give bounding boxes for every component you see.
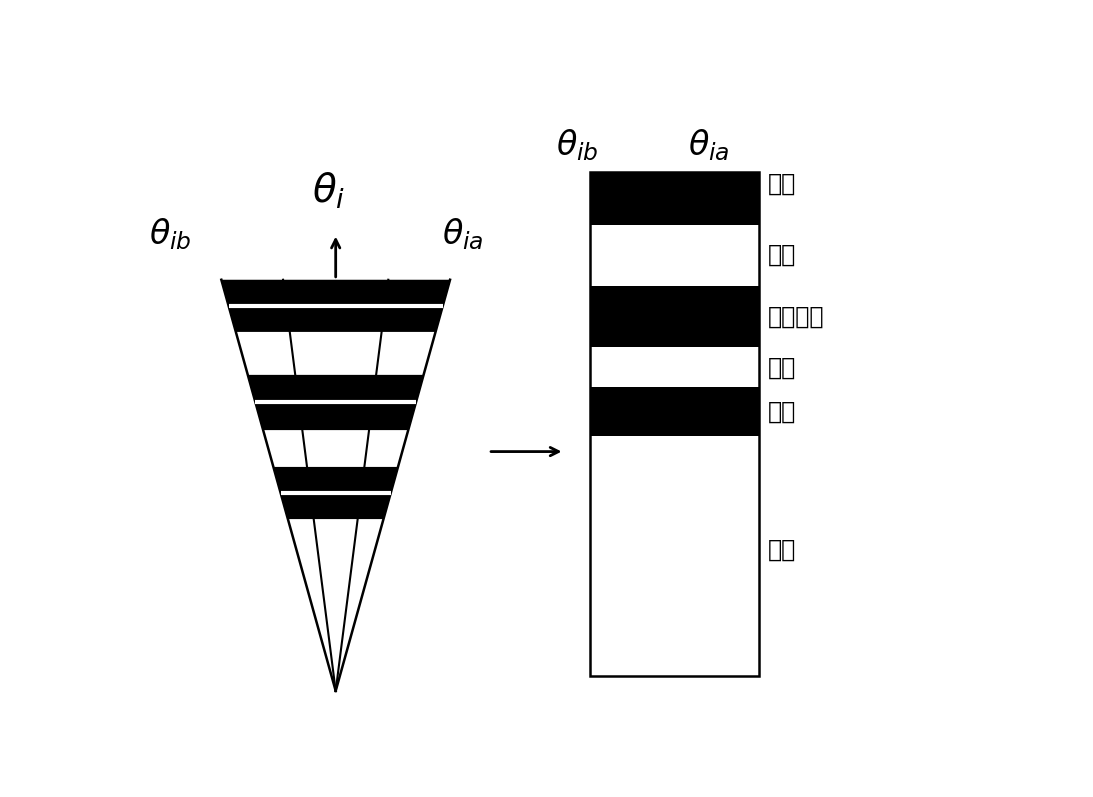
Text: $\theta_{ia}$: $\theta_{ia}$ bbox=[442, 216, 483, 252]
Polygon shape bbox=[273, 467, 398, 519]
Text: 外膜: 外膜 bbox=[767, 171, 796, 195]
Bar bbox=[590, 172, 760, 225]
Text: $\theta_i$: $\theta_i$ bbox=[313, 171, 345, 211]
Bar bbox=[590, 387, 760, 436]
Bar bbox=[590, 286, 760, 347]
Text: 钒化斋块: 钒化斋块 bbox=[767, 304, 824, 328]
Text: $\theta_{ib}$: $\theta_{ib}$ bbox=[149, 216, 192, 252]
Text: 中膜: 中膜 bbox=[767, 355, 796, 379]
Polygon shape bbox=[221, 280, 450, 332]
Text: 中膜: 中膜 bbox=[767, 243, 796, 267]
Polygon shape bbox=[248, 375, 424, 430]
Bar bbox=[590, 172, 760, 676]
Text: 内腔: 内腔 bbox=[767, 538, 796, 562]
Text: $\theta_{ib}$: $\theta_{ib}$ bbox=[555, 127, 599, 163]
Text: $\theta_{ia}$: $\theta_{ia}$ bbox=[687, 127, 729, 163]
Text: 内膜: 内膜 bbox=[767, 399, 796, 424]
